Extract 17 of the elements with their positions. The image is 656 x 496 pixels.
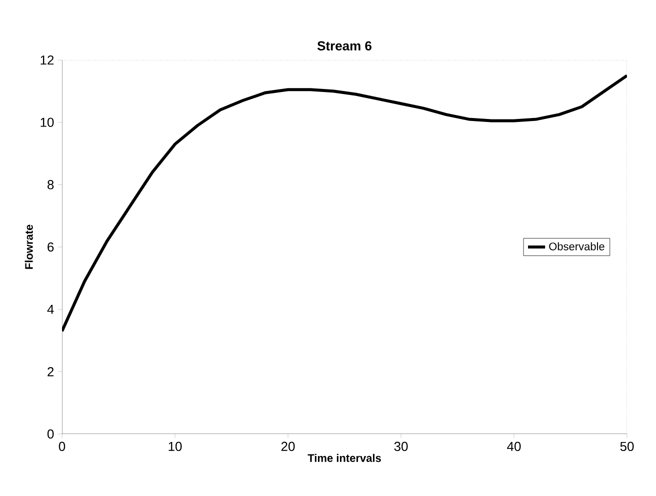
chart-title: Stream 6 [317,41,372,50]
y-tick-label: 6 [48,242,54,252]
x-tick-label: 30 [394,442,408,452]
y-tick-label: 8 [48,180,54,190]
x-axis-title: Time intervals [308,454,381,462]
x-tick-label: 20 [281,442,295,452]
x-tick-label: 50 [620,442,634,452]
y-axis-title: Flowrate [24,224,33,269]
y-tick-label: 2 [48,367,54,376]
x-tick-label: 10 [168,442,182,452]
legend-label: Observable [549,242,604,250]
y-tick-label: 10 [40,118,54,127]
y-tick-label: 4 [47,304,54,314]
x-tick-label: 0 [58,442,66,452]
x-tick-label: 40 [507,442,521,452]
y-tick-label: 12 [40,55,54,65]
y-tick-label: 0 [47,429,54,439]
